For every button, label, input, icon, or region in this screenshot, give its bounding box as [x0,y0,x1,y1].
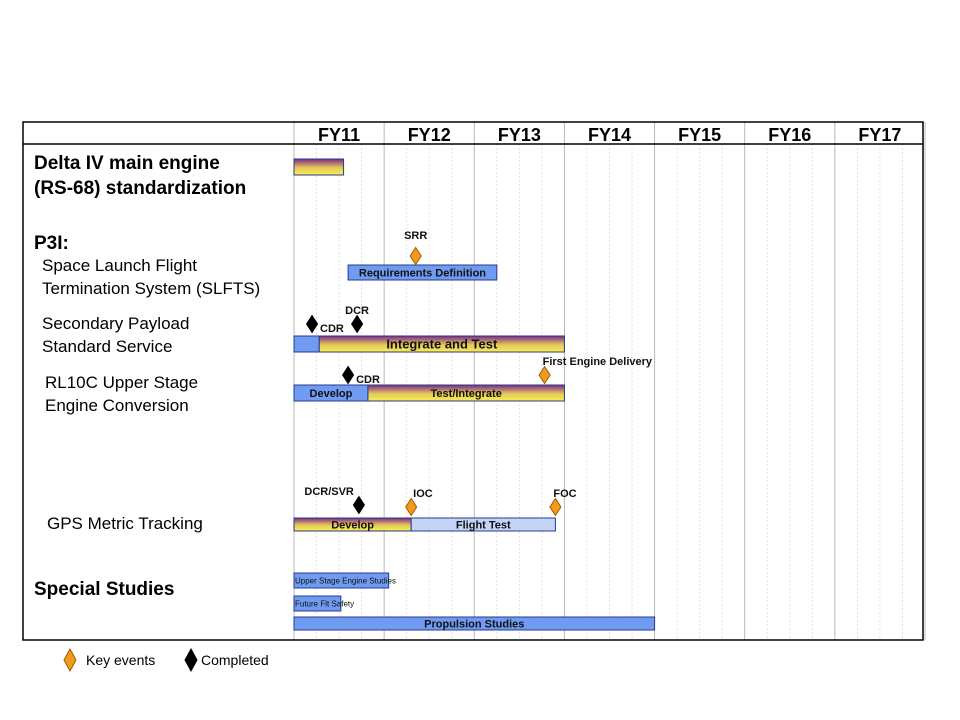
task-bar [293,572,390,589]
task-bar [347,264,498,281]
row-label-rl10c-line2: Engine Conversion [45,396,189,415]
key-event-milestone [538,365,551,385]
task-bar-label: Requirements Definition [359,267,486,279]
task-bar-label: Propulsion Studies [424,618,524,630]
year-header-label: FY12 [408,125,451,145]
row-label-rs68-line2: (RS-68) standardization [34,178,247,199]
completed-milestone [305,314,319,334]
task-bar-label: Develop [310,388,353,400]
key-event-milestone [409,246,422,266]
task-bar [293,595,342,612]
task-bar [318,335,565,353]
task-bar [410,517,556,532]
year-header-label: FY15 [678,125,721,145]
row-label-p3i: P3I: [34,233,69,254]
row-label-rs68-line1: Delta IV main engine [34,153,220,174]
row-label-slfts-line2: Termination System (SLFTS) [42,279,261,298]
row-label-slfts-line1: Space Launch Flight [42,256,197,275]
row-label-rl10c-line1: RL10C Upper Stage [45,373,199,392]
chart-frame [22,121,924,641]
task-bar [367,384,565,402]
milestone-label: CDR [320,323,344,335]
legend-completed-icon [184,647,198,673]
year-header-label: FY11 [318,125,360,145]
milestone-label: DCR/SVR [304,486,354,498]
legend-key-event-icon [63,647,77,673]
task-bar-label: Upper Stage Engine Studies [295,576,396,585]
milestone-label: First Engine Delivery [543,356,653,368]
milestone-label: FOC [553,488,576,500]
year-header-label: FY13 [498,125,541,145]
completed-milestone [351,314,364,334]
task-bar-label: Flight Test [456,519,511,531]
milestone-label: CDR [356,374,380,386]
task-bar-label: Future Flt Safety [295,599,354,608]
key-event-milestone [549,497,562,517]
legend-label: Completed [201,652,269,668]
task-bar [293,158,345,176]
completed-milestone [341,365,355,385]
milestone-label: IOC [413,488,433,500]
row-label-spss-line2: Standard Service [42,337,173,356]
key-event-milestone [405,497,418,517]
milestone-label: DCR [345,305,369,317]
task-bar-label: Integrate and Test [386,337,498,352]
task-bar [293,616,656,631]
row-label-spss-line1: Secondary Payload [42,314,190,333]
task-bar-label: Test/Integrate [431,388,502,400]
year-header-label: FY16 [768,125,811,145]
completed-milestone [352,495,365,515]
task-bar [293,335,320,353]
year-header-label: FY14 [588,125,631,145]
year-header-label: FY17 [858,125,901,145]
row-label-special-studies: Special Studies [34,579,175,600]
task-bar-label: Develop [331,519,374,531]
milestone-label: SRR [404,230,427,242]
row-label-gps: GPS Metric Tracking [47,514,203,533]
legend-label: Key events [86,652,155,668]
